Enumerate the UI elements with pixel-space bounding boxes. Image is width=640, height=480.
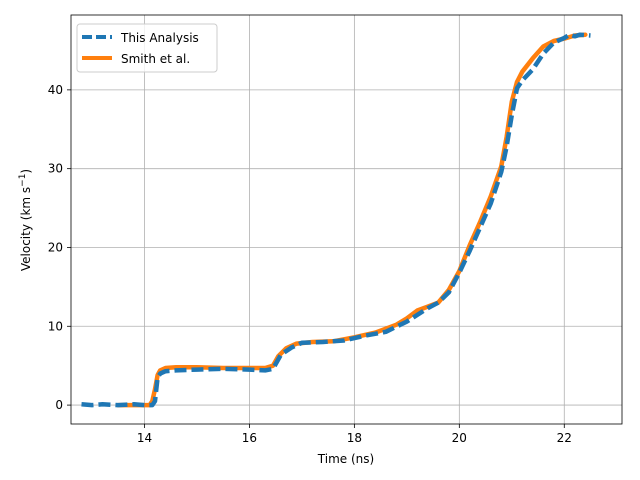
series-line-this-analysis — [81, 32, 591, 408]
x-tick-label: 18 — [347, 431, 362, 445]
x-tick-label: 14 — [137, 431, 152, 445]
y-axis-label-main: Velocity (km s — [19, 187, 33, 271]
y-tick-label: 40 — [48, 83, 63, 97]
legend: This Analysis Smith et al. — [76, 23, 218, 73]
y-tick-label: 10 — [48, 319, 63, 333]
y-axis-label-exponent: −1 — [18, 174, 28, 187]
y-tick-label: 0 — [55, 398, 63, 412]
x-tick-label: 16 — [242, 431, 257, 445]
x-tick-label: 22 — [557, 431, 572, 445]
y-axis-label: Velocity (km s−1) — [18, 169, 33, 271]
legend-label-this-analysis: This Analysis — [120, 31, 199, 45]
x-axis-label: Time (ns) — [317, 452, 374, 466]
axes-frame — [70, 14, 623, 425]
plot-area: 14 16 18 20 22 0 10 20 30 40 — [48, 14, 623, 445]
legend-label-smith: Smith et al. — [121, 52, 190, 66]
x-tick-label: 20 — [452, 431, 467, 445]
y-tick-label: 20 — [48, 240, 63, 254]
y-tick-label: 30 — [48, 162, 63, 176]
y-axis-label-close: ) — [19, 169, 33, 174]
